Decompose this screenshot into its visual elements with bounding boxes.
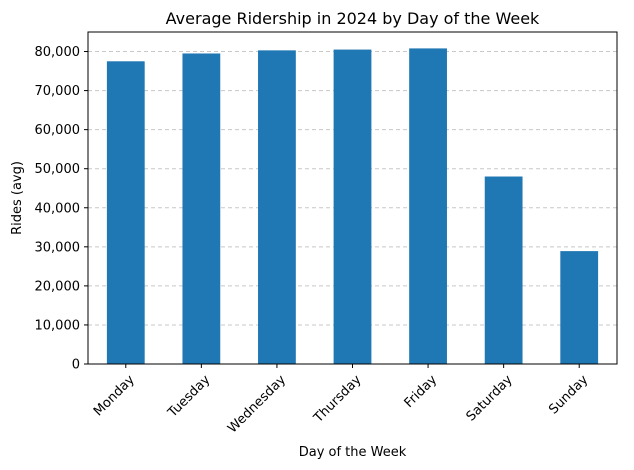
x-tick-label: Saturday <box>464 372 516 424</box>
chart-title: Average Ridership in 2024 by Day of the … <box>166 9 540 28</box>
x-tick-label: Thursday <box>310 372 364 426</box>
bar-saturday <box>484 176 523 364</box>
y-axis-label: Rides (avg) <box>10 161 25 235</box>
bar-sunday <box>560 251 599 364</box>
x-tick-label: Monday <box>91 372 138 419</box>
y-tick-label: 30,000 <box>35 240 81 255</box>
x-tick-label: Tuesday <box>165 372 214 421</box>
bar-friday <box>409 48 447 365</box>
x-axis-label: Day of the Week <box>299 445 407 460</box>
bar-tuesday <box>182 53 221 364</box>
bar-thursday <box>333 49 372 364</box>
x-axis-ticks: Monday Tuesday Wednesday Thursday Friday Satu… <box>91 364 591 436</box>
y-tick-label: 0 <box>72 358 80 373</box>
y-tick-label: 50,000 <box>35 162 81 177</box>
y-tick-label: 40,000 <box>35 201 81 216</box>
x-tick-label: Friday <box>402 372 441 411</box>
y-tick-label: 20,000 <box>35 279 81 294</box>
y-tick-label: 70,000 <box>35 84 81 99</box>
plot-frame <box>87 31 618 365</box>
y-tick-label: 80,000 <box>35 45 81 60</box>
y-tick-label: 60,000 <box>35 123 81 138</box>
bar-wednesday <box>258 50 296 365</box>
y-tick-label: 10,000 <box>35 318 81 333</box>
y-axis-ticks: 0 10,000 20,000 30,000 40,000 50,000 60,000 70,… <box>35 45 88 373</box>
bar-monday <box>106 61 145 364</box>
x-tick-label: Sunday <box>546 372 591 417</box>
bars <box>106 48 599 365</box>
x-tick-label: Wednesday <box>225 372 289 436</box>
